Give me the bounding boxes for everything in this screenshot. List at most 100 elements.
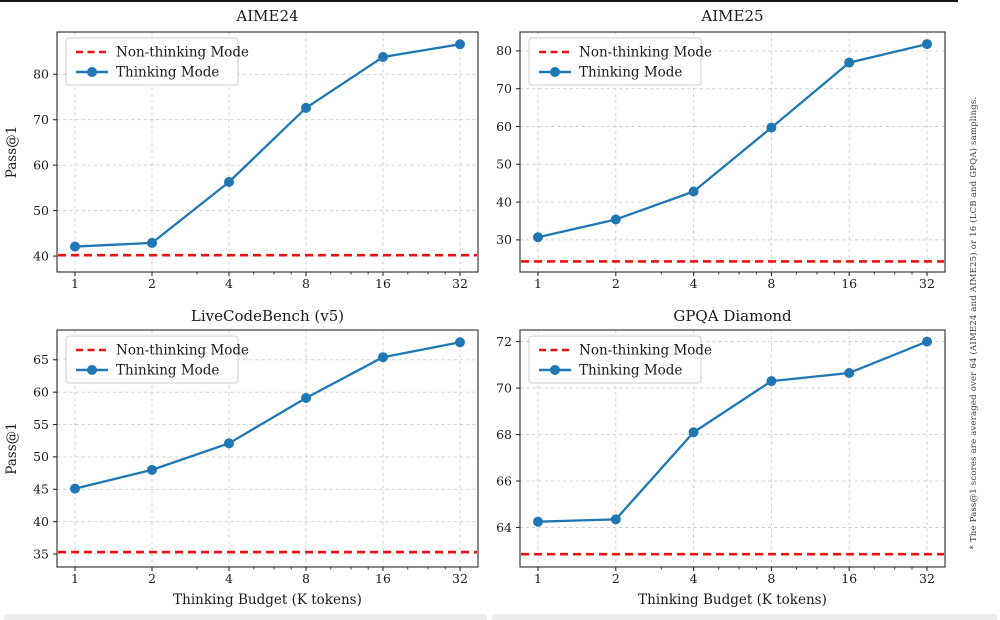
x-tick-label: 1 xyxy=(534,276,542,291)
chart-title: GPQA Diamond xyxy=(673,307,792,325)
chart-aime24: 1 2 4 8 16 32 40 50 60 70 80 Non-thinking Mode Think… xyxy=(4,7,479,291)
legend-marker-sample xyxy=(550,365,560,375)
data-point xyxy=(766,376,777,387)
data-point xyxy=(224,177,234,187)
data-point xyxy=(224,438,234,449)
x-axis-label: Thinking Budget (K tokens) xyxy=(638,592,827,608)
legend-label: Thinking Mode xyxy=(579,65,682,81)
x-tick-label: 8 xyxy=(302,276,310,291)
y-tick-label: 45 xyxy=(33,482,49,497)
legend-marker-sample xyxy=(87,365,97,375)
y-tick-label: 30 xyxy=(496,232,512,247)
thinking-line xyxy=(536,42,929,239)
data-point xyxy=(70,241,80,252)
data-point xyxy=(533,516,543,527)
chart-gpqa-diamond: 1 2 4 8 16 32 64 66 68 70 72 Non-thinking Mode Think… xyxy=(496,307,946,608)
data-point xyxy=(301,102,311,113)
y-tick-label: 68 xyxy=(496,427,512,442)
data-point xyxy=(378,352,388,363)
axis-spine xyxy=(56,329,479,568)
data-point xyxy=(766,122,777,133)
x-tick-label: 16 xyxy=(375,571,391,586)
x-tick-label: 1 xyxy=(534,571,542,586)
footnote-text: * The Pass@1 scores are averaged over 64… xyxy=(969,96,979,550)
y-tick-label: 35 xyxy=(33,546,49,561)
y-tick-label: 70 xyxy=(496,380,512,395)
bottom-strip-left xyxy=(4,614,487,620)
chart-title: AIME25 xyxy=(700,7,763,25)
legend-label: Thinking Mode xyxy=(116,65,219,81)
x-tick-label: 8 xyxy=(767,571,775,586)
data-point xyxy=(610,514,621,525)
y-tick-label: 80 xyxy=(496,43,512,58)
x-tick-label: 2 xyxy=(148,571,156,586)
y-tick-label: 50 xyxy=(33,203,49,218)
y-tick-label: 65 xyxy=(33,352,49,367)
x-tick-label: 4 xyxy=(225,571,233,586)
x-tick-label: 32 xyxy=(452,276,468,291)
chart-title: LiveCodeBench (v5) xyxy=(191,307,344,325)
y-tick-label: 50 xyxy=(496,157,512,172)
y-tick-label: 40 xyxy=(496,194,512,209)
data-point xyxy=(610,214,621,225)
y-tick-label: 40 xyxy=(33,514,49,529)
y-tick-label: 66 xyxy=(496,473,512,488)
data-point xyxy=(688,186,699,197)
x-axis-label: Thinking Budget (K tokens) xyxy=(173,592,362,608)
x-tick-label: 4 xyxy=(225,276,233,291)
y-tick-label: 50 xyxy=(33,449,49,464)
x-tick-label: 4 xyxy=(690,571,698,586)
x-tick-label: 2 xyxy=(612,571,620,586)
data-point xyxy=(147,237,157,248)
y-tick-label: 60 xyxy=(33,157,49,172)
data-point xyxy=(455,39,465,50)
data-point xyxy=(70,483,80,494)
y-tick-label: 40 xyxy=(33,248,49,263)
legend-label: Non-thinking Mode xyxy=(579,343,712,359)
x-tick-label: 16 xyxy=(841,571,857,586)
y-tick-label: 80 xyxy=(33,67,49,82)
x-tick-label: 32 xyxy=(919,276,935,291)
legend-marker-sample xyxy=(87,67,97,77)
x-tick-label: 1 xyxy=(71,571,79,586)
chart-aime25: 1 2 4 8 16 32 30 40 50 60 70 80 Non-thinking Mode Thi… xyxy=(496,7,946,291)
chart-title: AIME24 xyxy=(235,7,298,25)
legend-label: Non-thinking Mode xyxy=(579,45,712,61)
axis-spine xyxy=(519,329,946,568)
y-tick-label: 60 xyxy=(33,384,49,399)
top-rule xyxy=(0,0,958,2)
legend-label: Thinking Mode xyxy=(579,363,682,379)
legend-box xyxy=(528,37,702,86)
y-tick-label: 70 xyxy=(496,81,512,96)
legend-label: Thinking Mode xyxy=(116,363,219,379)
x-tick-label: 16 xyxy=(375,276,391,291)
y-tick-label: 60 xyxy=(496,119,512,134)
x-tick-label: 32 xyxy=(452,571,468,586)
x-tick-label: 8 xyxy=(767,276,775,291)
axis-spine xyxy=(56,31,479,273)
bottom-strip-right xyxy=(492,614,997,620)
thinking-line xyxy=(73,43,462,248)
x-tick-label: 4 xyxy=(690,276,698,291)
x-tick-label: 16 xyxy=(841,276,857,291)
axis-spine xyxy=(519,31,946,273)
legend-box xyxy=(528,335,702,384)
y-tick-label: 64 xyxy=(496,520,512,535)
data-point xyxy=(844,367,855,378)
data-point xyxy=(147,464,157,475)
thinking-line xyxy=(73,341,462,490)
data-point xyxy=(455,337,465,348)
legend-label: Non-thinking Mode xyxy=(116,343,249,359)
data-point xyxy=(378,52,388,62)
chart-livecodebench-v5: 1 2 4 8 16 32 35 40 45 50 55 60 65 Non-thinking Mode T… xyxy=(4,307,479,608)
x-tick-label: 32 xyxy=(919,571,935,586)
legend-box xyxy=(65,37,239,86)
thinking-line xyxy=(536,340,929,523)
y-axis-label: Pass@1 xyxy=(4,126,20,178)
y-axis-label: Pass@1 xyxy=(4,422,20,474)
data-point xyxy=(922,39,932,50)
x-tick-label: 1 xyxy=(71,276,79,291)
x-tick-label: 2 xyxy=(612,276,620,291)
